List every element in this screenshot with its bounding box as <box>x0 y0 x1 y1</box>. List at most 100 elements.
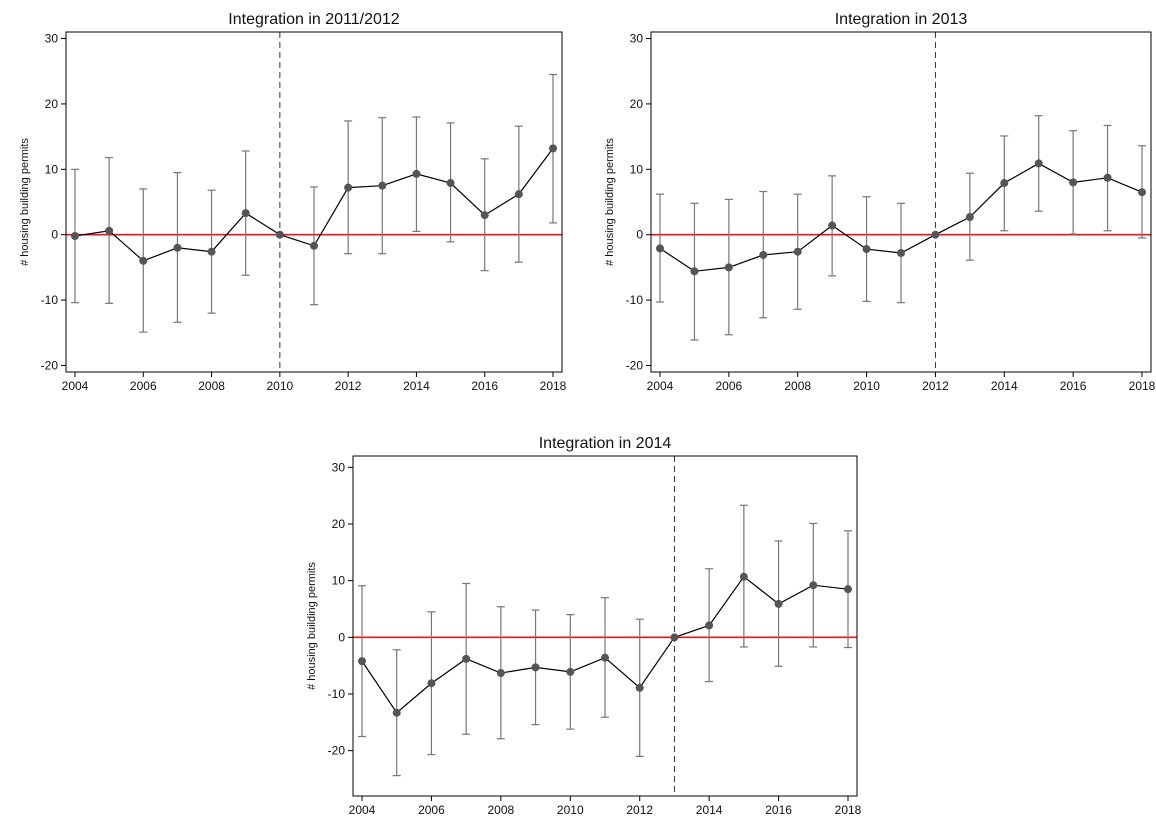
x-tick-label: 2016 <box>471 379 498 393</box>
data-point <box>392 708 401 717</box>
x-tick-label: 2018 <box>835 803 862 817</box>
plot-frame <box>65 31 563 373</box>
y-tick-label: 20 <box>332 517 346 531</box>
x-tick-label: 2008 <box>784 379 811 393</box>
data-point <box>462 654 471 663</box>
data-point <box>344 183 353 192</box>
x-tick-label: 2014 <box>991 379 1018 393</box>
data-point <box>358 657 366 666</box>
x-tick-label: 2006 <box>130 379 157 393</box>
y-tick-label: 30 <box>630 32 644 46</box>
y-tick-label: -20 <box>626 358 644 372</box>
data-point <box>862 245 871 254</box>
data-point <box>275 230 284 239</box>
y-tick-label: 30 <box>332 460 346 474</box>
data-point <box>793 247 802 256</box>
data-point <box>480 211 489 220</box>
x-tick-label: 2008 <box>488 803 515 817</box>
chart-title: Integration in 2011/2012 <box>228 11 400 28</box>
y-tick-label: 30 <box>45 32 59 46</box>
data-point <box>1034 159 1043 168</box>
x-tick-label: 2012 <box>335 379 362 393</box>
data-point <box>241 209 250 218</box>
y-axis-label: # housing building permits <box>604 138 616 266</box>
data-point <box>690 267 699 276</box>
data-point <box>427 679 436 688</box>
x-tick-label: 2004 <box>62 379 89 393</box>
x-tick-label: 2006 <box>418 803 445 817</box>
data-point <box>496 669 505 678</box>
data-point <box>774 599 783 608</box>
y-tick-label: -10 <box>41 293 59 307</box>
y-tick-label: -20 <box>328 744 346 758</box>
y-tick-label: 0 <box>636 228 643 242</box>
data-point <box>931 230 940 239</box>
chart-panel-integration-2011-2012: Integration in 2011/2012 # housing buildi… <box>0 0 578 393</box>
data-point <box>739 572 748 581</box>
y-tick-label: 0 <box>51 228 58 242</box>
chart-svg-2: Integration in 2013 # housing building pe… <box>604 11 1156 393</box>
data-point <box>71 232 79 240</box>
x-tick-label: 2010 <box>557 803 584 817</box>
data-point <box>656 244 664 253</box>
y-tick-label: 20 <box>45 97 59 111</box>
y-tick-label: -20 <box>41 358 59 372</box>
x-tick-label: 2004 <box>647 379 674 393</box>
y-tick-label: 0 <box>338 630 345 644</box>
data-point <box>809 581 818 590</box>
y-tick-label: 10 <box>332 574 346 588</box>
x-tick-label: 2018 <box>1129 379 1156 393</box>
y-tick-label: 10 <box>630 162 644 176</box>
x-tick-label: 2010 <box>267 379 294 393</box>
data-point <box>1069 178 1078 187</box>
data-point <box>173 243 182 252</box>
x-tick-label: 2012 <box>922 379 949 393</box>
data-point <box>601 653 609 662</box>
x-tick-label: 2016 <box>765 803 792 817</box>
data-point <box>1138 188 1146 197</box>
chart-title: Integration in 2013 <box>835 11 968 28</box>
x-tick-label: 2014 <box>403 379 430 393</box>
x-tick-label: 2012 <box>626 803 653 817</box>
x-tick-label: 2014 <box>696 803 723 817</box>
x-tick-label: 2006 <box>716 379 743 393</box>
y-tick-label: -10 <box>328 687 346 701</box>
data-point <box>724 263 733 272</box>
data-point <box>705 621 714 630</box>
chart-title: Integration in 2014 <box>539 435 672 452</box>
data-point <box>139 256 148 265</box>
data-point <box>310 241 318 250</box>
data-point <box>1103 173 1112 182</box>
y-axis-label: # housing building permits <box>19 138 31 266</box>
data-point <box>670 633 679 642</box>
data-point <box>514 190 523 199</box>
data-point <box>828 221 837 230</box>
data-point <box>635 683 644 692</box>
x-tick-label: 2018 <box>540 379 567 393</box>
data-point <box>412 169 421 178</box>
data-point <box>965 213 974 222</box>
data-point <box>531 663 540 672</box>
data-point <box>897 249 905 257</box>
chart-svg-1: Integration in 2011/2012 # housing buildi… <box>19 11 567 393</box>
x-tick-label: 2004 <box>349 803 376 817</box>
x-tick-label: 2010 <box>853 379 880 393</box>
data-point <box>549 144 557 153</box>
data-point <box>446 179 455 188</box>
data-point <box>759 250 768 259</box>
data-point <box>378 181 387 190</box>
x-tick-label: 2016 <box>1060 379 1087 393</box>
data-point <box>105 226 114 235</box>
x-tick-label: 2008 <box>198 379 225 393</box>
y-tick-label: 20 <box>630 97 644 111</box>
plot-frame <box>352 455 858 797</box>
data-point <box>1000 179 1009 188</box>
y-tick-label: 10 <box>45 162 59 176</box>
plot-frame <box>650 31 1152 373</box>
data-point <box>566 667 575 676</box>
y-tick-label: -10 <box>626 293 644 307</box>
chart-panel-integration-2013: Integration in 2013 # housing building pe… <box>578 0 1156 393</box>
y-axis-label: # housing building permits <box>306 562 318 690</box>
chart-svg-3: Integration in 2014 # housing building pe… <box>306 435 862 817</box>
data-point <box>844 585 852 594</box>
